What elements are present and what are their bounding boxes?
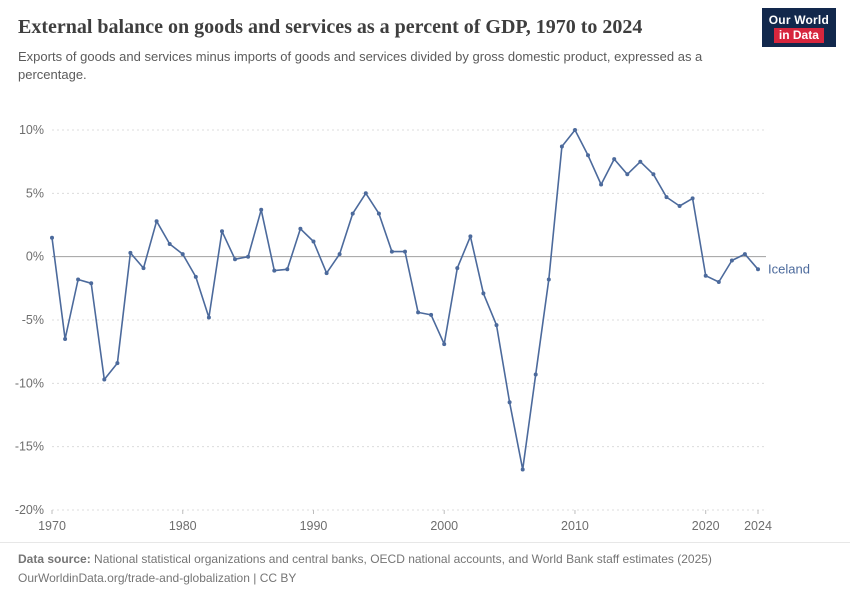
data-point[interactable]: [363, 191, 368, 196]
data-point[interactable]: [742, 252, 747, 257]
data-point[interactable]: [246, 254, 251, 259]
data-point[interactable]: [729, 258, 734, 263]
x-tick-label: 1970: [38, 519, 66, 533]
line-chart: 10% 5% 0% -5% -10% -15% -20% 1970 1980 1990 2000 20…: [15, 123, 810, 533]
data-point[interactable]: [546, 277, 551, 282]
x-tick-label: 2000: [430, 519, 458, 533]
data-point[interactable]: [337, 252, 342, 257]
data-point[interactable]: [599, 182, 604, 187]
data-source-text: National statistical organizations and c…: [90, 552, 712, 566]
data-point[interactable]: [586, 153, 590, 158]
data-point[interactable]: [324, 271, 329, 276]
chart-footer: Data source: National statistical organi…: [0, 542, 850, 600]
data-point[interactable]: [573, 128, 577, 132]
data-point[interactable]: [677, 204, 682, 208]
data-point[interactable]: [154, 219, 159, 224]
data-point[interactable]: [89, 281, 94, 286]
y-tick-label: -5%: [22, 313, 44, 327]
data-point[interactable]: [259, 207, 264, 212]
data-point[interactable]: [756, 267, 760, 272]
owid-logo[interactable]: Our World in Data: [761, 8, 836, 47]
data-point[interactable]: [102, 377, 107, 382]
data-point[interactable]: [128, 250, 133, 255]
data-point[interactable]: [429, 312, 434, 317]
data-point[interactable]: [559, 144, 564, 149]
data-point[interactable]: [442, 342, 447, 347]
citation-link[interactable]: OurWorldinData.org/trade-and-globalizati…: [18, 570, 297, 585]
data-point[interactable]: [416, 310, 421, 315]
data-point[interactable]: [455, 266, 460, 271]
data-point[interactable]: [520, 467, 525, 472]
data-point[interactable]: [376, 211, 381, 216]
y-tick-label: -20%: [15, 503, 44, 517]
data-point[interactable]: [716, 280, 721, 284]
data-point[interactable]: [468, 234, 473, 239]
owid-logo-line2: in Data: [773, 28, 824, 43]
data-point[interactable]: [180, 252, 185, 257]
data-point[interactable]: [507, 400, 512, 405]
data-point[interactable]: [638, 159, 643, 164]
owid-logo-line1: Our World: [768, 13, 829, 27]
data-point[interactable]: [272, 268, 277, 273]
data-source-line: Data source: National statistical organi…: [18, 550, 832, 569]
data-point[interactable]: [664, 195, 669, 200]
data-point[interactable]: [690, 196, 695, 201]
y-tick-label: -15%: [15, 440, 44, 454]
data-point[interactable]: [220, 229, 224, 234]
data-point[interactable]: [389, 249, 394, 254]
chart-subtitle: Exports of goods and services minus impo…: [18, 49, 703, 83]
x-tick-label: 2020: [692, 519, 720, 533]
data-point[interactable]: [625, 172, 630, 177]
iceland-line[interactable]: [51, 129, 759, 471]
y-tick-label: 0%: [26, 250, 44, 264]
data-point[interactable]: [612, 157, 617, 162]
data-point[interactable]: [403, 249, 407, 254]
data-point[interactable]: [350, 211, 355, 216]
data-point[interactable]: [167, 242, 172, 246]
data-point[interactable]: [76, 277, 81, 282]
x-tick-label: 2024: [744, 519, 772, 533]
data-point[interactable]: [63, 337, 68, 341]
data-point[interactable]: [494, 323, 499, 328]
chart-title: External balance on goods and services a…: [18, 16, 643, 38]
data-point[interactable]: [115, 361, 120, 366]
data-point[interactable]: [311, 239, 316, 244]
data-point[interactable]: [233, 257, 237, 262]
data-point[interactable]: [206, 315, 211, 320]
data-point[interactable]: [533, 372, 538, 377]
data-source-label: Data source:: [18, 552, 91, 566]
data-point[interactable]: [298, 226, 303, 231]
x-tick-label: 1980: [169, 519, 197, 533]
data-point[interactable]: [193, 274, 198, 279]
data-point[interactable]: [651, 172, 656, 177]
data-point[interactable]: [141, 266, 146, 271]
y-tick-label: 10%: [19, 123, 44, 137]
x-tick-label: 1990: [300, 519, 328, 533]
data-point[interactable]: [481, 291, 486, 296]
chart-header: External balance on goods and services a…: [18, 12, 750, 84]
x-tick-label: 2010: [561, 519, 589, 533]
data-point[interactable]: [703, 273, 708, 278]
data-point[interactable]: [285, 267, 290, 272]
y-tick-label: -10%: [15, 376, 44, 390]
series-label-iceland[interactable]: Iceland: [768, 261, 810, 276]
data-point[interactable]: [50, 235, 54, 240]
y-tick-label: 5%: [26, 186, 44, 200]
